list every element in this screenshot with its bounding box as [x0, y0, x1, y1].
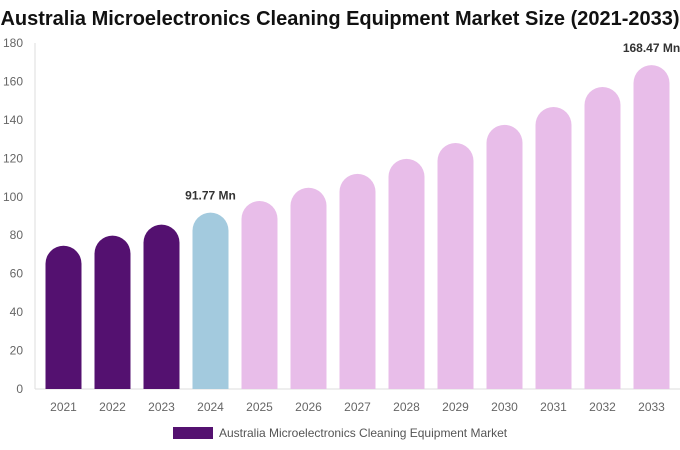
x-tick-label: 2030: [491, 400, 518, 414]
legend-swatch: [173, 427, 213, 439]
data-label-2024: 91.77 Mn: [185, 189, 236, 203]
y-tick-label: 0: [16, 382, 23, 396]
y-tick-label: 20: [10, 344, 24, 358]
bar-2027: [339, 173, 376, 389]
y-tick-label: 40: [10, 305, 24, 319]
bar-2025: [241, 201, 278, 389]
data-label-2033: 168.47 Mn: [623, 41, 680, 55]
y-tick-label: 60: [10, 267, 24, 281]
bar-2021: [45, 245, 82, 389]
x-tick-label: 2023: [148, 400, 175, 414]
y-tick-label: 160: [3, 74, 23, 88]
bar-2030: [486, 124, 523, 390]
bar-2031: [535, 107, 572, 389]
bar-2029: [437, 142, 474, 389]
bar-2028: [388, 158, 425, 389]
y-tick-label: 180: [3, 36, 23, 50]
x-tick-label: 2025: [246, 400, 273, 414]
y-tick-label: 100: [3, 190, 23, 204]
x-tick-label: 2028: [393, 400, 420, 414]
bar-2033: [633, 65, 670, 390]
x-tick-label: 2021: [50, 400, 77, 414]
y-tick-label: 140: [3, 113, 23, 127]
bar-2032: [584, 87, 621, 389]
x-tick-label: 2024: [197, 400, 224, 414]
x-tick-label: 2022: [99, 400, 126, 414]
bar-2022: [94, 235, 131, 389]
x-tick-label: 2033: [638, 400, 665, 414]
x-tick-label: 2029: [442, 400, 469, 414]
y-tick-label: 120: [3, 151, 23, 165]
legend: Australia Microelectronics Cleaning Equi…: [173, 426, 507, 440]
legend-label: Australia Microelectronics Cleaning Equi…: [219, 426, 508, 440]
bar-2024: [192, 212, 229, 389]
x-tick-label: 2031: [540, 400, 567, 414]
x-tick-label: 2027: [344, 400, 371, 414]
chart-title: Australia Microelectronics Cleaning Equi…: [0, 8, 680, 30]
x-tick-label: 2026: [295, 400, 322, 414]
x-tick-label: 2032: [589, 400, 616, 414]
y-tick-label: 80: [10, 228, 24, 242]
bar-2023: [143, 224, 180, 389]
bar-2026: [290, 187, 327, 389]
